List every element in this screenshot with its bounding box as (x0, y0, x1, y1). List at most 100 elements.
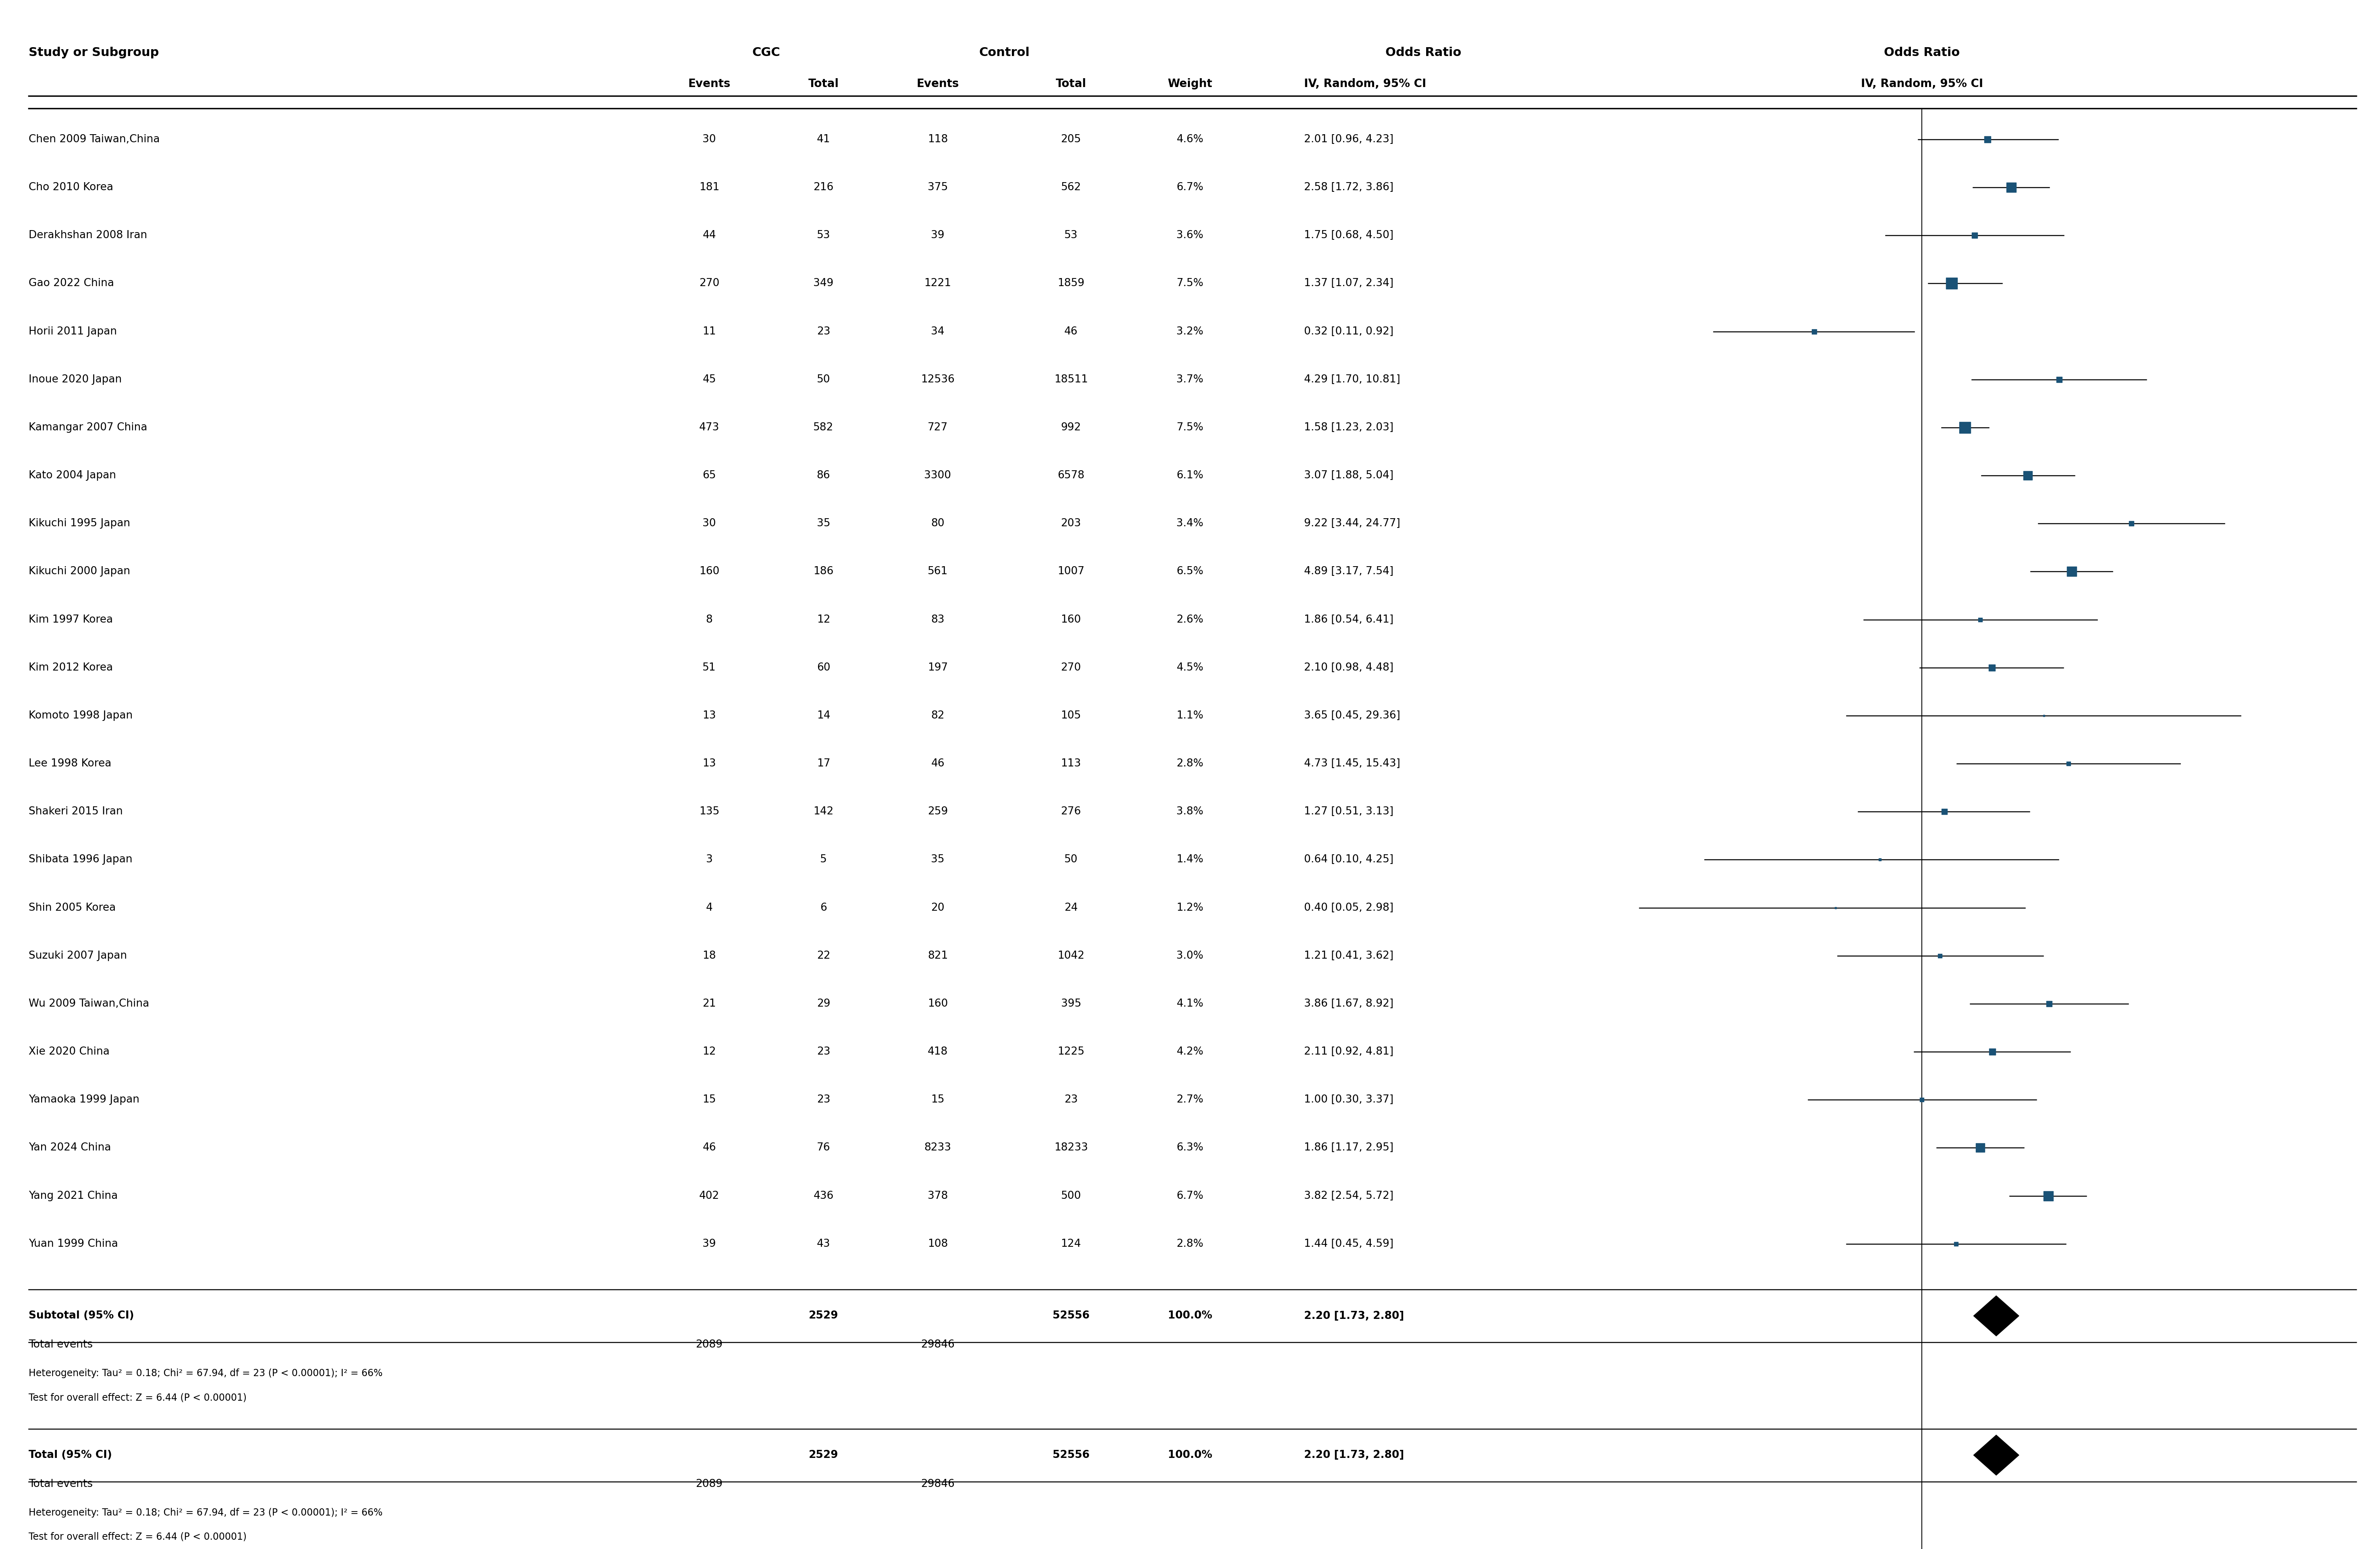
Text: 992: 992 (1061, 423, 1081, 432)
Text: 1859: 1859 (1057, 279, 1085, 288)
Text: 82: 82 (931, 711, 945, 720)
Text: 1.21 [0.41, 3.62]: 1.21 [0.41, 3.62] (1304, 951, 1395, 960)
Text: 100.0%: 100.0% (1169, 1310, 1211, 1321)
Text: 8233: 8233 (923, 1143, 952, 1152)
Text: 4.5%: 4.5% (1176, 663, 1204, 672)
Text: 3.82 [2.54, 5.72]: 3.82 [2.54, 5.72] (1304, 1191, 1395, 1200)
Text: 2529: 2529 (809, 1450, 838, 1461)
Text: 35: 35 (931, 855, 945, 864)
Text: Shakeri 2015 Iran: Shakeri 2015 Iran (29, 807, 124, 816)
Polygon shape (1973, 1434, 2018, 1475)
Text: Control: Control (978, 46, 1031, 59)
Text: 12: 12 (816, 615, 831, 624)
Text: 1.86 [0.54, 6.41]: 1.86 [0.54, 6.41] (1304, 615, 1395, 624)
Text: 3.07 [1.88, 5.04]: 3.07 [1.88, 5.04] (1304, 471, 1395, 480)
Text: 821: 821 (928, 951, 947, 960)
Text: 53: 53 (1064, 231, 1078, 240)
Text: 3.0%: 3.0% (1176, 951, 1204, 960)
Text: Kikuchi 2000 Japan: Kikuchi 2000 Japan (29, 567, 131, 576)
Text: 108: 108 (928, 1239, 947, 1248)
Text: 2.8%: 2.8% (1176, 759, 1204, 768)
Text: 418: 418 (928, 1047, 947, 1056)
Text: 14: 14 (816, 711, 831, 720)
Text: 3.6%: 3.6% (1176, 231, 1204, 240)
Text: 216: 216 (814, 183, 833, 192)
Text: 17: 17 (816, 759, 831, 768)
Text: 6.7%: 6.7% (1176, 183, 1204, 192)
Text: 2.7%: 2.7% (1176, 1095, 1204, 1104)
Text: IV, Random, 95% CI: IV, Random, 95% CI (1861, 77, 1983, 90)
Text: Study or Subgroup: Study or Subgroup (29, 46, 159, 59)
Text: 6.7%: 6.7% (1176, 1191, 1204, 1200)
Text: 1.00 [0.30, 3.37]: 1.00 [0.30, 3.37] (1304, 1095, 1395, 1104)
Text: 76: 76 (816, 1143, 831, 1152)
Text: 124: 124 (1061, 1239, 1081, 1248)
Text: 270: 270 (1061, 663, 1081, 672)
Text: Inoue 2020 Japan: Inoue 2020 Japan (29, 375, 121, 384)
Text: Yamaoka 1999 Japan: Yamaoka 1999 Japan (29, 1095, 140, 1104)
Text: 1.75 [0.68, 4.50]: 1.75 [0.68, 4.50] (1304, 231, 1395, 240)
Text: 6578: 6578 (1057, 471, 1085, 480)
Text: Derakhshan 2008 Iran: Derakhshan 2008 Iran (29, 231, 148, 240)
Text: Kim 1997 Korea: Kim 1997 Korea (29, 615, 112, 624)
Text: 18233: 18233 (1054, 1143, 1088, 1152)
Text: Kim 2012 Korea: Kim 2012 Korea (29, 663, 112, 672)
Text: 1221: 1221 (923, 279, 952, 288)
Text: Kato 2004 Japan: Kato 2004 Japan (29, 471, 117, 480)
Text: 23: 23 (1064, 1095, 1078, 1104)
Text: 3.7%: 3.7% (1176, 375, 1204, 384)
Text: IV, Random, 95% CI: IV, Random, 95% CI (1304, 77, 1426, 90)
Text: 500: 500 (1061, 1191, 1081, 1200)
Text: Yan 2024 China: Yan 2024 China (29, 1143, 112, 1152)
Text: 80: 80 (931, 519, 945, 528)
Text: Gao 2022 China: Gao 2022 China (29, 279, 114, 288)
Text: Total events: Total events (29, 1479, 93, 1489)
Text: Total (95% CI): Total (95% CI) (29, 1450, 112, 1461)
Text: 86: 86 (816, 471, 831, 480)
Text: 1.37 [1.07, 2.34]: 1.37 [1.07, 2.34] (1304, 279, 1395, 288)
Text: 562: 562 (1061, 183, 1081, 192)
Text: 2.58 [1.72, 3.86]: 2.58 [1.72, 3.86] (1304, 183, 1395, 192)
Text: Heterogeneity: Tau² = 0.18; Chi² = 67.94, df = 23 (P < 0.00001); I² = 66%: Heterogeneity: Tau² = 0.18; Chi² = 67.94… (29, 1507, 383, 1518)
Text: 3.65 [0.45, 29.36]: 3.65 [0.45, 29.36] (1304, 711, 1399, 720)
Text: 160: 160 (1061, 615, 1081, 624)
Text: 29846: 29846 (921, 1479, 954, 1489)
Text: 15: 15 (931, 1095, 945, 1104)
Text: 83: 83 (931, 615, 945, 624)
Text: 1007: 1007 (1057, 567, 1085, 576)
Polygon shape (1973, 1295, 2018, 1335)
Text: 3.2%: 3.2% (1176, 327, 1204, 336)
Text: 375: 375 (928, 183, 947, 192)
Text: Kikuchi 1995 Japan: Kikuchi 1995 Japan (29, 519, 131, 528)
Text: Suzuki 2007 Japan: Suzuki 2007 Japan (29, 951, 126, 960)
Text: 60: 60 (816, 663, 831, 672)
Text: 3.4%: 3.4% (1176, 519, 1204, 528)
Text: 473: 473 (700, 423, 719, 432)
Text: 1.27 [0.51, 3.13]: 1.27 [0.51, 3.13] (1304, 807, 1395, 816)
Text: CGC: CGC (752, 46, 781, 59)
Text: 9.22 [3.44, 24.77]: 9.22 [3.44, 24.77] (1304, 519, 1399, 528)
Text: 2.6%: 2.6% (1176, 615, 1204, 624)
Text: 52556: 52556 (1052, 1450, 1090, 1461)
Text: 50: 50 (1064, 855, 1078, 864)
Text: 39: 39 (931, 231, 945, 240)
Text: 11: 11 (702, 327, 716, 336)
Text: 53: 53 (816, 231, 831, 240)
Text: 402: 402 (700, 1191, 719, 1200)
Text: Komoto 1998 Japan: Komoto 1998 Japan (29, 711, 133, 720)
Text: 3.8%: 3.8% (1176, 807, 1204, 816)
Text: 4.6%: 4.6% (1176, 135, 1204, 144)
Text: 46: 46 (702, 1143, 716, 1152)
Text: 18: 18 (702, 951, 716, 960)
Text: 2.20 [1.73, 2.80]: 2.20 [1.73, 2.80] (1304, 1450, 1404, 1461)
Text: 15: 15 (702, 1095, 716, 1104)
Text: 1.58 [1.23, 2.03]: 1.58 [1.23, 2.03] (1304, 423, 1395, 432)
Text: 50: 50 (816, 375, 831, 384)
Text: Events: Events (916, 77, 959, 90)
Text: 197: 197 (928, 663, 947, 672)
Text: Xie 2020 China: Xie 2020 China (29, 1047, 109, 1056)
Text: 13: 13 (702, 759, 716, 768)
Text: 39: 39 (702, 1239, 716, 1248)
Text: 4.89 [3.17, 7.54]: 4.89 [3.17, 7.54] (1304, 567, 1395, 576)
Text: 727: 727 (928, 423, 947, 432)
